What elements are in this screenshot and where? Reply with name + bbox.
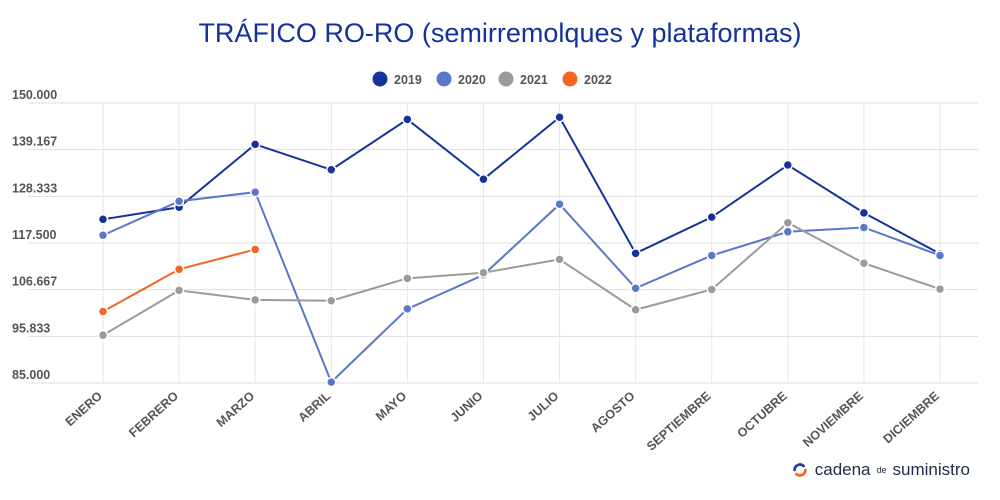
y-tick-label: 95.833 — [12, 321, 50, 335]
chart-title: TRÁFICO RO-RO (semirremolques y platafor… — [198, 18, 801, 48]
data-point — [249, 294, 261, 306]
legend-label: 2020 — [458, 73, 486, 87]
grid — [28, 102, 978, 384]
data-point — [97, 229, 109, 241]
data-point — [858, 222, 870, 233]
data-point — [402, 303, 413, 315]
legend-label: 2022 — [584, 73, 612, 87]
data-point — [173, 285, 185, 296]
data-point — [402, 114, 413, 125]
series-2021 — [97, 217, 946, 341]
data-point — [97, 329, 109, 341]
data-point — [706, 211, 717, 223]
x-tick-label: JUNIO — [448, 389, 486, 425]
series-line-2019 — [102, 115, 941, 255]
x-tick-label: NOVIEMBRE — [800, 389, 866, 450]
y-tick-label: 85.000 — [12, 368, 50, 382]
brand-logo: cadena de suministro — [791, 460, 970, 480]
brand-name-small: de — [876, 465, 887, 475]
data-point — [249, 139, 261, 150]
data-point — [97, 306, 109, 317]
data-point — [326, 164, 337, 176]
series-group — [97, 111, 946, 388]
series-2020 — [97, 186, 946, 388]
data-point — [630, 304, 641, 316]
data-point — [630, 248, 641, 259]
y-tick-label: 117.500 — [12, 228, 57, 242]
data-point — [934, 250, 946, 261]
legend-item-2019: 2019 — [372, 71, 422, 87]
x-tick-label: ABRIL — [296, 389, 334, 425]
data-point — [858, 257, 870, 269]
data-point — [478, 173, 489, 185]
legend-marker — [498, 71, 514, 87]
legend-marker — [562, 71, 578, 87]
data-point — [782, 217, 794, 229]
x-tick-label: MAYO — [373, 389, 410, 424]
series-line-2021 — [102, 221, 941, 337]
data-point — [782, 226, 794, 238]
y-tick-label: 150.000 — [12, 88, 57, 102]
brand-name-part2: suministro — [892, 460, 970, 479]
legend-marker — [372, 71, 388, 87]
data-point — [630, 282, 641, 294]
x-axis-ticks: ENERO FEBRERO MARZO ABRIL MAYO JUNIO JULIO AGOS… — [63, 389, 942, 454]
x-tick-label: MARZO — [214, 389, 258, 430]
legend-item-2022: 2022 — [562, 71, 612, 87]
legend-label: 2019 — [394, 73, 422, 87]
data-point — [554, 254, 565, 265]
data-point — [478, 267, 489, 278]
legend-item-2021: 2021 — [498, 71, 548, 87]
legend-item-2020: 2020 — [436, 71, 486, 87]
y-tick-label: 106.667 — [12, 275, 57, 289]
x-tick-label: ENERO — [63, 389, 106, 429]
data-point — [326, 376, 337, 388]
y-tick-label: 128.333 — [12, 181, 57, 195]
y-axis-ticks: 150.000 139.167 128.333 117.500 106.667 95.83… — [12, 88, 57, 382]
data-point — [706, 250, 717, 261]
y-tick-label: 139.167 — [12, 135, 57, 149]
x-tick-label: FEBRERO — [126, 389, 181, 440]
data-point — [554, 198, 565, 210]
x-tick-label: DICIEMBRE — [881, 389, 943, 446]
x-tick-label: OCTUBRE — [735, 389, 790, 441]
data-point — [173, 264, 185, 275]
brand-mark-icon — [792, 463, 807, 477]
data-point — [173, 195, 185, 207]
x-tick-label: JULIO — [525, 389, 562, 424]
data-point — [934, 283, 946, 295]
data-point — [402, 273, 413, 284]
data-point — [782, 159, 794, 171]
series-2019 — [97, 111, 946, 260]
data-point — [249, 244, 261, 255]
x-tick-label: AGOSTO — [588, 389, 638, 436]
data-point — [97, 214, 109, 225]
brand-name-part1: cadena — [814, 460, 871, 479]
x-tick-label: SEPTIEMBRE — [644, 389, 714, 454]
series-line-2020 — [102, 191, 941, 384]
data-point — [554, 111, 565, 123]
series-2022 — [97, 244, 261, 317]
data-point — [249, 186, 261, 198]
legend: 2019 2020 2021 2022 — [372, 71, 612, 87]
data-point — [858, 207, 870, 219]
legend-marker — [436, 71, 452, 87]
data-point — [326, 295, 337, 306]
legend-label: 2021 — [520, 73, 548, 87]
data-point — [706, 284, 717, 295]
